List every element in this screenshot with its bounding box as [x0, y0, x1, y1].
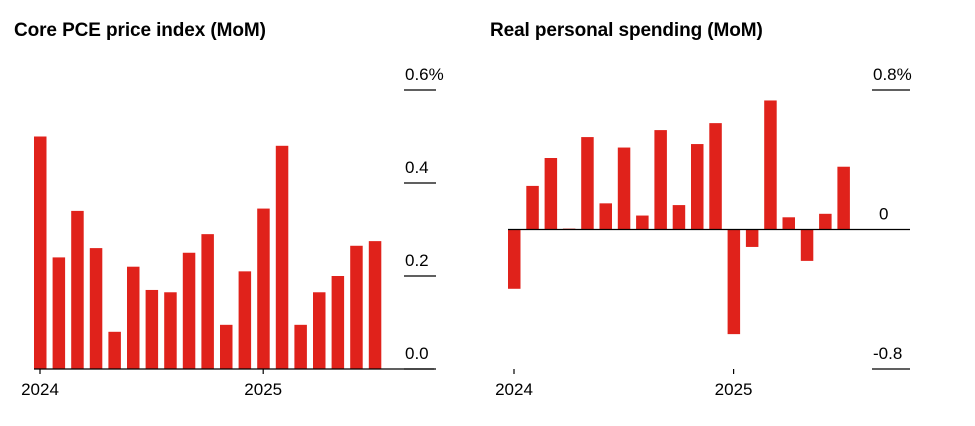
- bar: [672, 205, 686, 230]
- bar: [331, 276, 345, 369]
- bar: [238, 271, 252, 369]
- real-spending-chart-panel: Real personal spending (MoM) 0.8% 0 -0.8 20…: [480, 0, 975, 426]
- bar: [764, 100, 777, 230]
- bar: [89, 248, 103, 369]
- y-tick-label: 0.6%: [405, 65, 444, 84]
- bar: [220, 324, 233, 369]
- bar: [727, 229, 741, 335]
- bar: [819, 213, 832, 230]
- bar: [164, 292, 177, 369]
- real-spending-bar-chart: 0.8% 0 -0.8 2024 2025: [495, 65, 912, 399]
- y-tick-label: 0: [879, 205, 888, 224]
- bar: [782, 217, 795, 230]
- bar: [654, 130, 667, 230]
- y-tick-label: 0.4: [405, 158, 429, 177]
- bar: [837, 166, 850, 230]
- bar: [368, 241, 382, 369]
- bar: [617, 147, 631, 230]
- bar: [145, 289, 159, 369]
- bar: [52, 257, 66, 369]
- bar: [800, 229, 814, 261]
- bar: [257, 208, 270, 369]
- x-tick-label: 2025: [715, 380, 753, 399]
- bar: [71, 210, 84, 369]
- bar: [127, 266, 140, 369]
- y-tick-label: 0.8%: [873, 65, 912, 84]
- y-tick-label: 0.2: [405, 251, 429, 270]
- bar: [745, 229, 759, 247]
- y-tick-label: -0.8: [873, 344, 902, 363]
- bar: [599, 203, 612, 230]
- core-pce-chart-panel: Core PCE price index (MoM) 0.6% 0.4 0.2 0.0…: [0, 0, 480, 426]
- bar: [108, 331, 121, 369]
- bar: [508, 229, 521, 289]
- x-tick-label: 2024: [21, 380, 59, 399]
- bar: [275, 145, 289, 369]
- bar: [581, 137, 594, 230]
- bar: [34, 136, 47, 369]
- bar: [182, 252, 196, 369]
- x-tick-label: 2025: [244, 380, 282, 399]
- bar: [350, 245, 363, 369]
- bar: [636, 215, 649, 230]
- bar: [709, 123, 722, 230]
- y-tick-label: 0.0: [405, 344, 429, 363]
- chart-title: Core PCE price index (MoM): [14, 20, 266, 41]
- bar: [691, 144, 704, 230]
- bar: [313, 292, 326, 369]
- bar: [294, 324, 307, 369]
- chart-title: Real personal spending (MoM): [490, 20, 763, 41]
- core-pce-bar-chart: 0.6% 0.4 0.2 0.0 2024 2025: [21, 65, 444, 399]
- x-tick-label: 2024: [495, 380, 533, 399]
- bar: [544, 158, 558, 230]
- bar: [526, 185, 539, 230]
- bar: [201, 234, 214, 369]
